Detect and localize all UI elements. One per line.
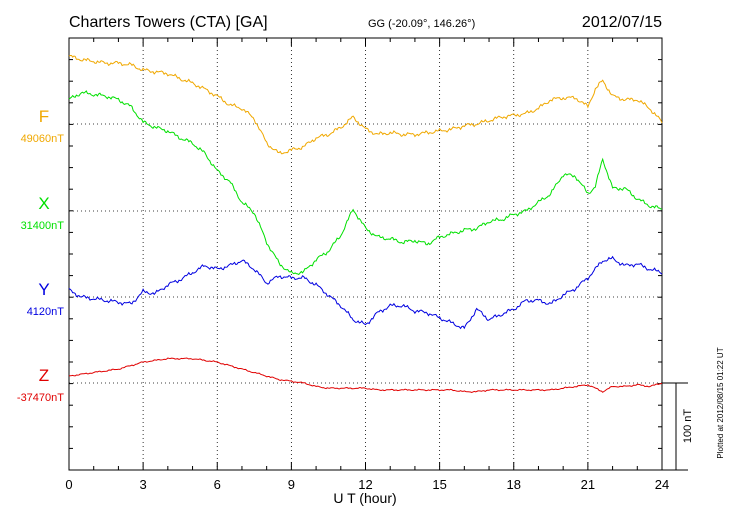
series-baseline-f: 49060nT: [21, 133, 65, 145]
x-tick-label: 24: [655, 477, 669, 492]
x-axis-label: U T (hour): [333, 490, 396, 506]
series-baseline-z: -37470nT: [17, 392, 64, 404]
x-tick-label: 0: [65, 477, 72, 492]
series-line-f: [68, 55, 663, 155]
axis-ticks: [68, 38, 663, 470]
series-line-y: [68, 255, 663, 330]
series-baseline-x: 31400nT: [21, 220, 65, 232]
x-tick-labels: 0 3 6 9 12 15 18 21 24: [65, 477, 669, 492]
plotted-at-label: Plotted at 2012/08/15 01:22 UT: [716, 347, 725, 458]
coords-label: GG (-20.09°, 146.26°): [368, 18, 475, 30]
x-tick-label: 3: [140, 477, 147, 492]
series-name-y: Y: [38, 280, 49, 299]
series-name-z: Z: [39, 366, 49, 385]
series-name-f: F: [39, 107, 49, 126]
x-tick-label: 18: [507, 477, 521, 492]
series-line-z: [68, 357, 663, 394]
scale-bar-label: 100 nT: [682, 409, 694, 444]
grid-lines: [69, 38, 662, 470]
series-baseline-y: 4120nT: [27, 306, 65, 318]
x-tick-label: 6: [214, 477, 221, 492]
series-lines: [68, 55, 663, 394]
x-tick-label: 9: [288, 477, 295, 492]
x-tick-label: 12: [358, 477, 372, 492]
x-tick-label: 21: [581, 477, 595, 492]
series-name-x: X: [38, 194, 49, 213]
scale-bar: [662, 382, 688, 471]
date-label: 2012/07/15: [582, 14, 662, 31]
x-tick-label: 15: [432, 477, 446, 492]
series-labels: F 49060nT X 31400nT Y 4120nT Z -37470nT: [17, 107, 64, 404]
station-title: Charters Towers (CTA) [GA]: [69, 14, 268, 31]
series-line-x: [68, 90, 663, 276]
